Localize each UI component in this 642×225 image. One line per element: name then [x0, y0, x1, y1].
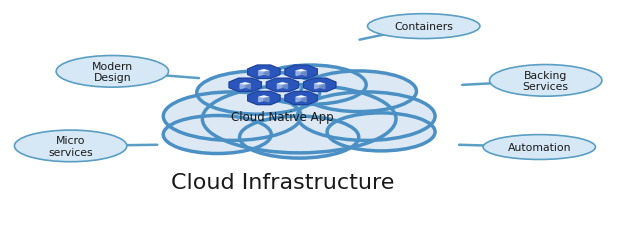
Text: Micro
services: Micro services [48, 135, 93, 157]
Ellipse shape [239, 117, 359, 158]
Polygon shape [320, 85, 325, 89]
Polygon shape [315, 83, 325, 86]
Polygon shape [315, 85, 320, 89]
Polygon shape [285, 92, 317, 105]
Polygon shape [240, 83, 250, 86]
Ellipse shape [163, 116, 271, 154]
Polygon shape [229, 79, 261, 92]
Ellipse shape [297, 92, 435, 141]
Polygon shape [266, 79, 299, 92]
Polygon shape [248, 92, 280, 105]
Ellipse shape [367, 15, 480, 39]
Polygon shape [259, 72, 264, 76]
Ellipse shape [489, 65, 602, 97]
Text: Modern
Design: Modern Design [92, 61, 133, 83]
Polygon shape [301, 72, 306, 76]
Polygon shape [296, 72, 301, 76]
Ellipse shape [301, 72, 417, 112]
Polygon shape [301, 98, 306, 102]
Ellipse shape [163, 92, 301, 141]
Polygon shape [264, 72, 269, 76]
Polygon shape [296, 70, 306, 73]
Polygon shape [277, 85, 282, 89]
Text: Backing
Services: Backing Services [523, 70, 569, 92]
Text: Containers: Containers [394, 22, 453, 32]
Ellipse shape [483, 135, 595, 160]
Ellipse shape [327, 113, 435, 151]
Polygon shape [285, 66, 317, 79]
Text: Cloud Native App: Cloud Native App [231, 110, 334, 124]
Text: Cloud Infrastructure: Cloud Infrastructure [171, 172, 394, 192]
Polygon shape [296, 97, 306, 99]
Ellipse shape [56, 56, 168, 88]
Polygon shape [240, 85, 245, 89]
Ellipse shape [15, 130, 126, 162]
Ellipse shape [254, 66, 366, 105]
Polygon shape [259, 70, 269, 73]
Polygon shape [248, 66, 280, 79]
Polygon shape [264, 98, 269, 102]
Polygon shape [282, 85, 288, 89]
Ellipse shape [202, 85, 396, 153]
Polygon shape [245, 85, 250, 89]
Polygon shape [277, 83, 288, 86]
Ellipse shape [196, 72, 320, 115]
Polygon shape [296, 98, 301, 102]
Text: Automation: Automation [508, 142, 571, 152]
Polygon shape [259, 97, 269, 99]
Polygon shape [259, 98, 264, 102]
Polygon shape [304, 79, 336, 92]
